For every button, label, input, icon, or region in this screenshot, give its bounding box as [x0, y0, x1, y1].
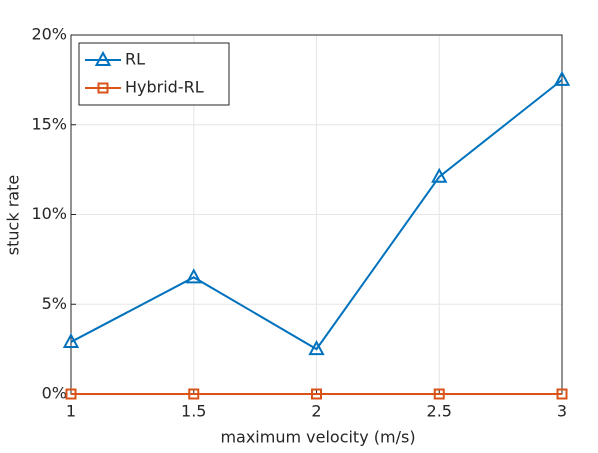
- legend-label: RL: [125, 50, 145, 69]
- marker: [433, 388, 445, 400]
- x-tick-label: 2: [311, 402, 321, 421]
- y-tick-label: 0%: [42, 384, 67, 403]
- marker: [185, 268, 202, 284]
- x-tick-label: 2.5: [427, 402, 452, 421]
- x-axis-label: maximum velocity (m/s): [220, 428, 415, 447]
- marker: [431, 167, 448, 183]
- marker: [65, 388, 77, 400]
- marker: [553, 70, 571, 86]
- marker: [94, 50, 112, 66]
- y-tick-label: 10%: [31, 204, 67, 223]
- marker: [97, 82, 109, 94]
- marker: [308, 340, 325, 356]
- y-tick-label: 15%: [31, 114, 67, 133]
- series-line: [70, 79, 563, 351]
- marker: [62, 332, 80, 348]
- y-axis-label: stuck rate: [4, 175, 23, 255]
- marker: [556, 388, 568, 400]
- marker: [311, 388, 322, 400]
- y-tick-label: 5%: [42, 294, 67, 313]
- x-tick-label: 3: [557, 402, 567, 421]
- x-tick-label: 1.5: [181, 402, 206, 421]
- legend-label: Hybrid-RL: [125, 78, 204, 97]
- marker: [188, 388, 200, 400]
- y-tick-label: 20%: [31, 25, 67, 44]
- x-tick-label: 1: [66, 402, 76, 421]
